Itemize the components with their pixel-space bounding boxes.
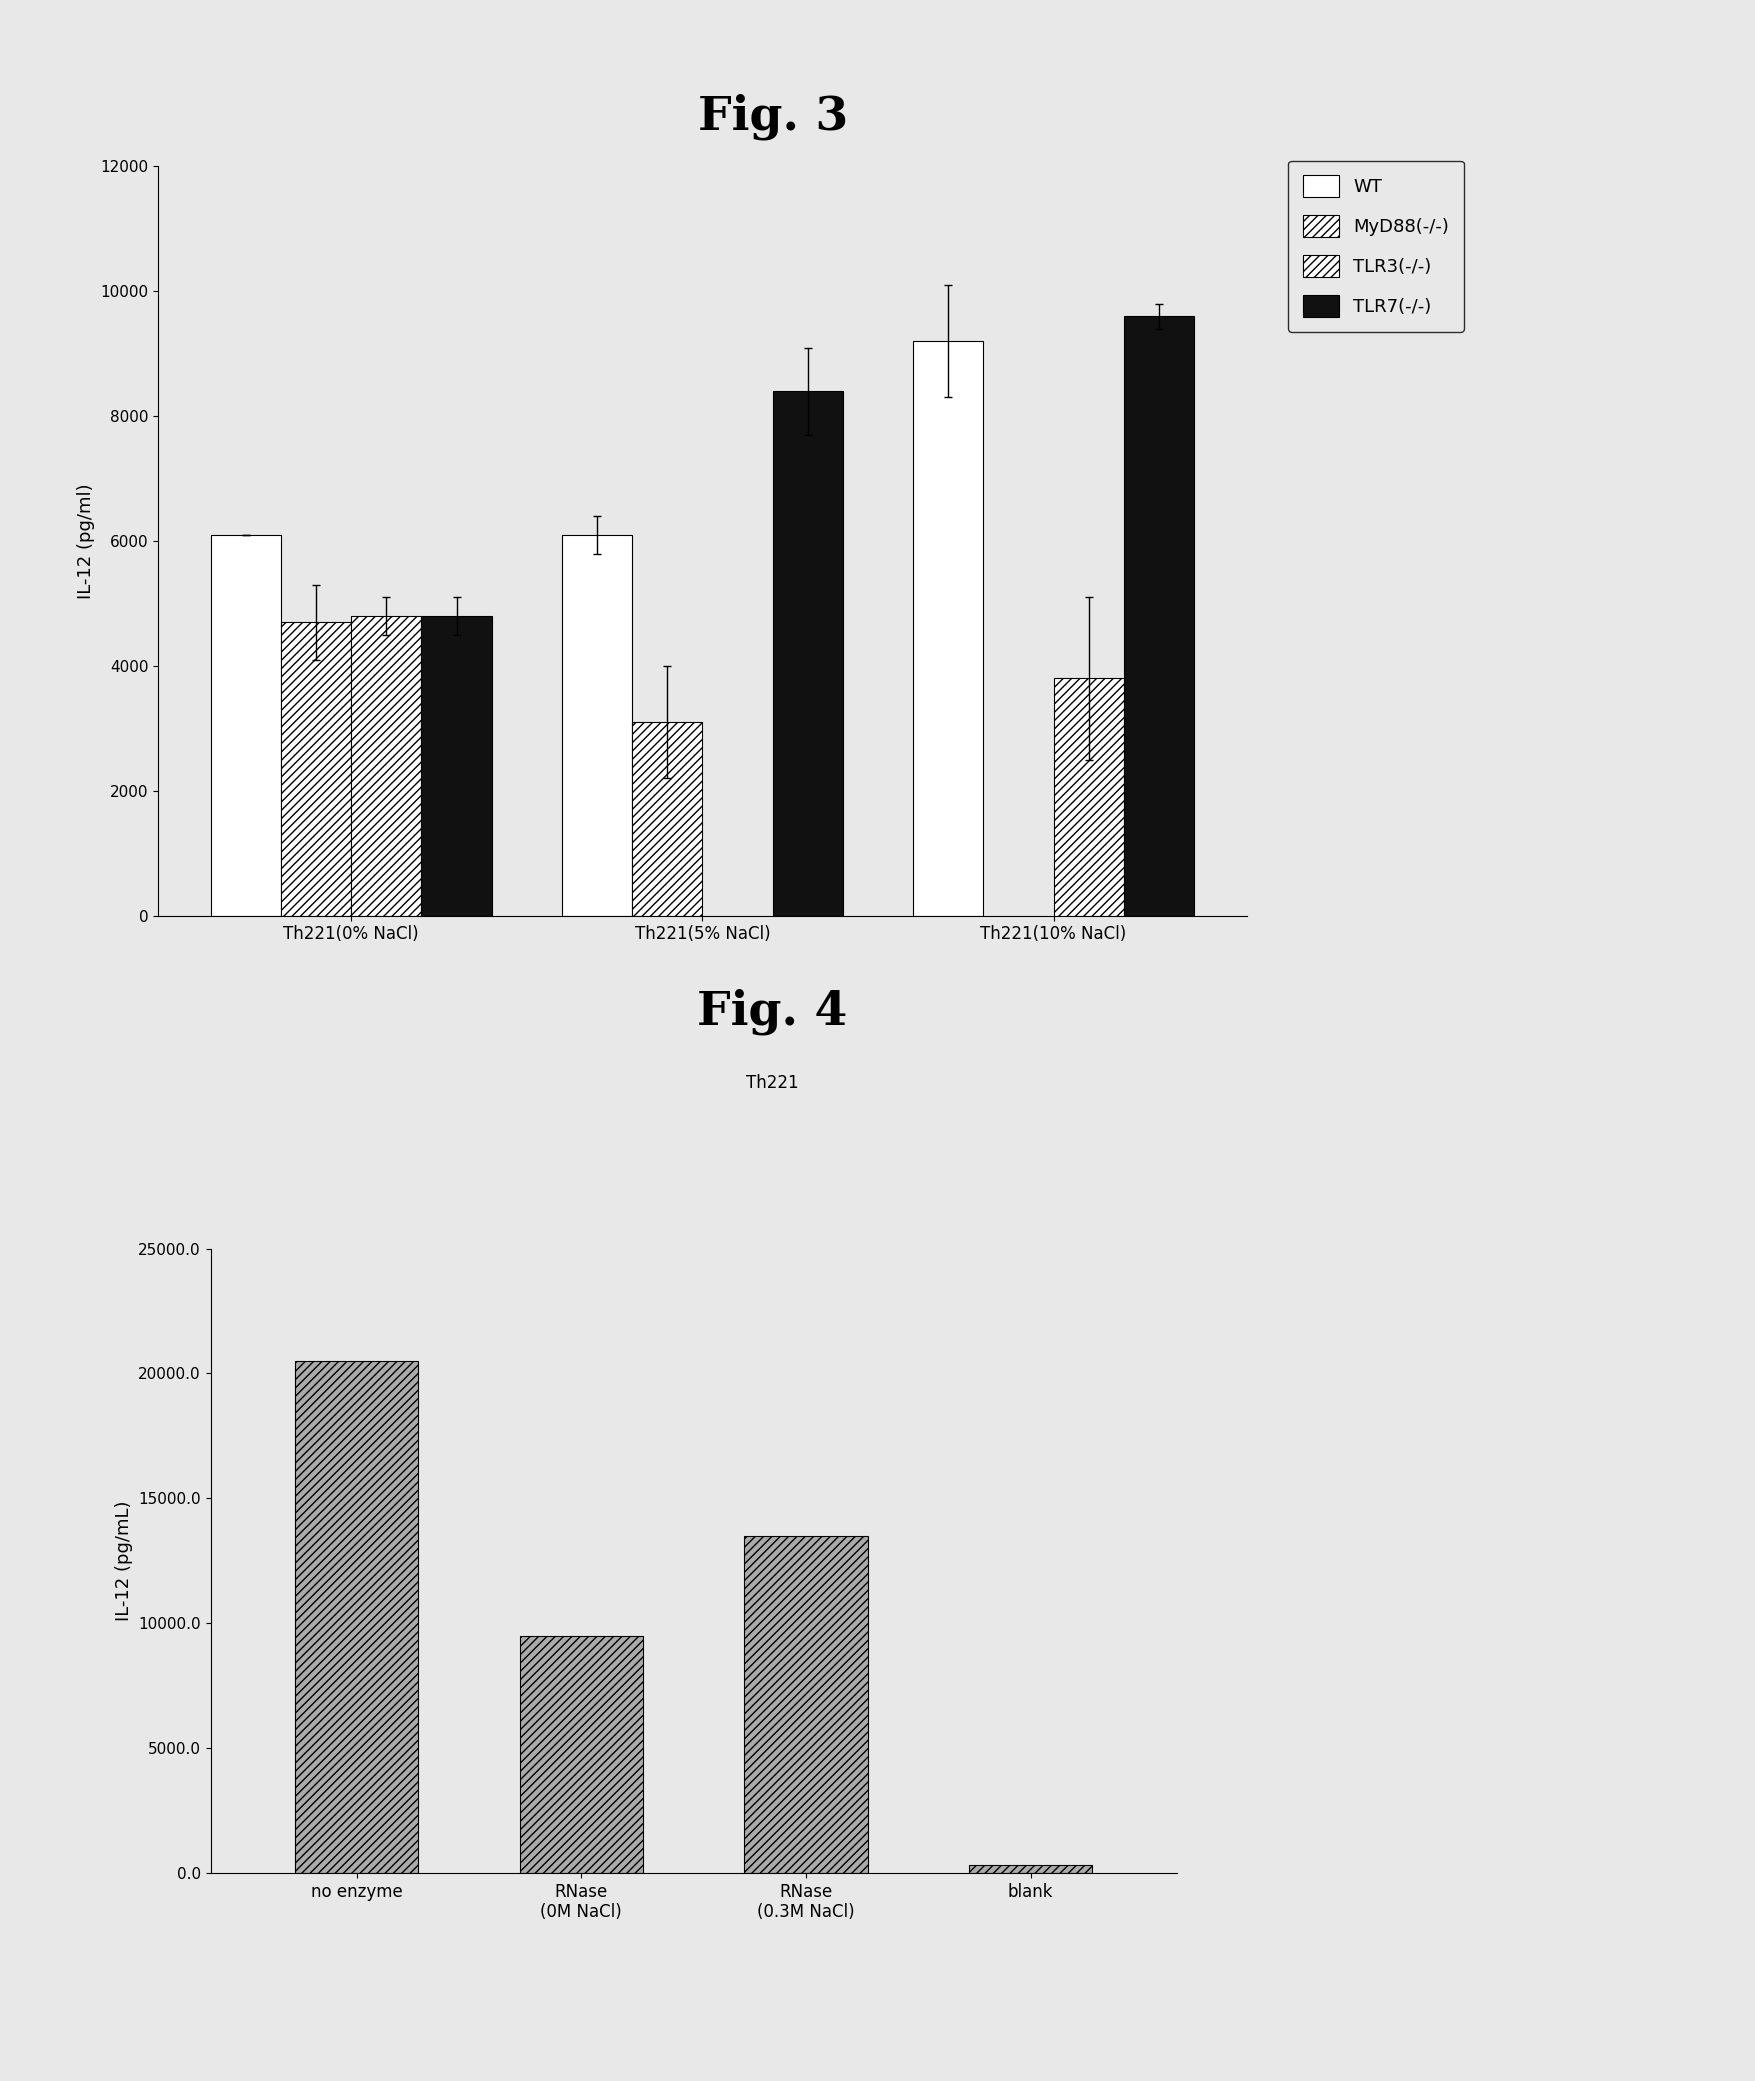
Bar xyxy=(421,616,491,916)
Bar xyxy=(562,535,632,916)
Bar xyxy=(281,622,351,916)
Bar xyxy=(772,391,842,916)
Bar xyxy=(519,1636,642,1873)
Bar xyxy=(632,722,702,916)
Bar xyxy=(211,535,281,916)
Bar xyxy=(351,616,421,916)
Text: Fig. 4: Fig. 4 xyxy=(697,988,848,1034)
Bar xyxy=(1053,678,1123,916)
Y-axis label: IL-12 (pg/ml): IL-12 (pg/ml) xyxy=(77,483,95,599)
Bar xyxy=(913,341,983,916)
Bar xyxy=(969,1865,1092,1873)
Y-axis label: IL-12 (pg/mL): IL-12 (pg/mL) xyxy=(114,1500,133,1621)
Bar xyxy=(1123,316,1193,916)
Bar xyxy=(744,1536,867,1873)
Text: Fig. 3: Fig. 3 xyxy=(697,94,848,139)
Bar xyxy=(295,1361,418,1873)
Text: Th221: Th221 xyxy=(746,1074,799,1093)
Legend: WT, MyD88(-/-), TLR3(-/-), TLR7(-/-): WT, MyD88(-/-), TLR3(-/-), TLR7(-/-) xyxy=(1288,160,1464,331)
